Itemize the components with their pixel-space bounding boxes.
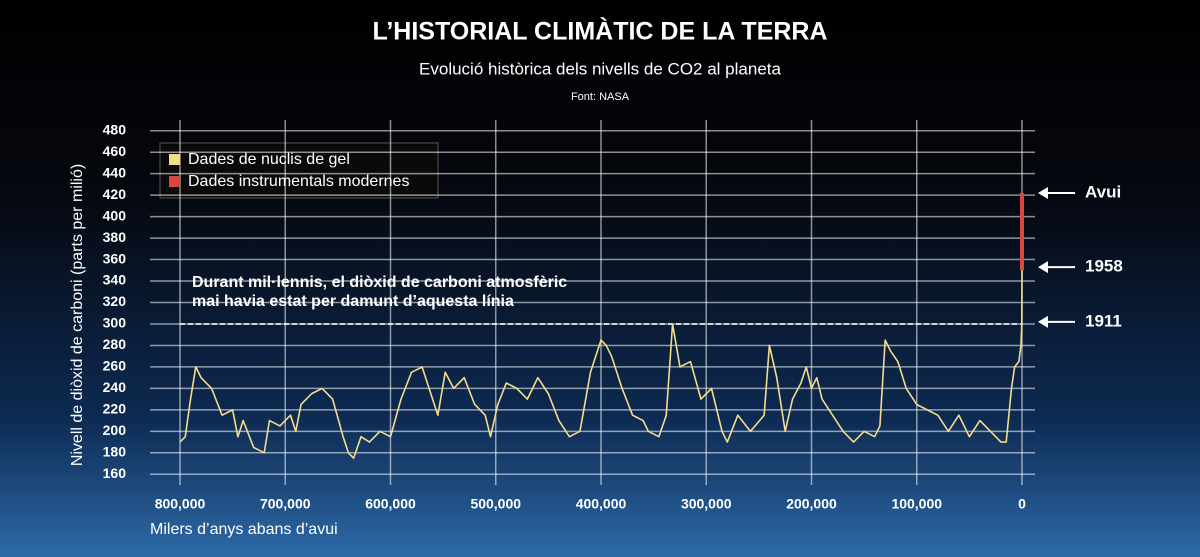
x-tick-label: 400,000	[576, 496, 627, 512]
x-tick-label: 100,000	[891, 496, 942, 512]
chart-title: L’HISTORIAL CLIMÀTIC DE LA TERRA	[372, 17, 827, 46]
chart-subtitle: Evolució històrica dels nivells de CO2 a…	[419, 59, 781, 78]
y-tick-label: 460	[103, 143, 127, 159]
y-tick-label: 360	[103, 250, 127, 266]
annotation: mai havia estat per damunt d’aquesta lín…	[192, 293, 514, 310]
arrow-head	[1038, 261, 1048, 274]
y-axis-label: Nivell de diòxid de carboni (parts per m…	[69, 164, 86, 466]
arrow-head	[1038, 315, 1048, 328]
y-tick-label: 240	[103, 379, 127, 395]
x-tick-label: 500,000	[470, 496, 521, 512]
y-tick-label: 260	[103, 358, 127, 374]
legend-label: Dades instrumentals modernes	[188, 173, 409, 190]
x-tick-label: 800,000	[155, 496, 206, 512]
x-axis-label: Milers d’anys abans d’avui	[150, 521, 338, 538]
y-tick-label: 380	[103, 229, 127, 245]
y-tick-label: 320	[103, 293, 127, 309]
arrow-head	[1038, 187, 1048, 199]
legend-swatch	[169, 154, 180, 165]
source: Font: NASA	[571, 91, 630, 103]
y-tick-label: 280	[103, 336, 127, 352]
y-tick-label: 300	[103, 315, 127, 331]
marker-label: Avui	[1085, 182, 1121, 201]
x-tick-label: 700,000	[260, 496, 311, 512]
x-tick-label: 600,000	[365, 496, 416, 512]
y-tick-label: 180	[103, 443, 127, 459]
legend-swatch	[169, 176, 180, 187]
y-tick-label: 400	[103, 207, 127, 223]
y-tick-label: 480	[103, 121, 127, 137]
y-tick-label: 160	[103, 465, 127, 481]
x-tick-label: 300,000	[681, 496, 732, 512]
annotation: Durant mil·lennis, el diòxid de carboni …	[192, 274, 567, 291]
x-tick-label: 0	[1018, 496, 1026, 512]
y-tick-label: 440	[103, 164, 127, 180]
y-tick-label: 340	[103, 272, 127, 288]
marker-label: 1911	[1085, 311, 1122, 330]
marker-label: 1958	[1085, 257, 1123, 276]
y-tick-label: 220	[103, 401, 127, 417]
data-line	[179, 270, 1023, 459]
legend-label: Dades de nuclis de gel	[188, 151, 350, 168]
x-tick-label: 200,000	[786, 496, 837, 512]
y-tick-label: 200	[103, 422, 127, 438]
y-tick-label: 420	[103, 186, 127, 202]
